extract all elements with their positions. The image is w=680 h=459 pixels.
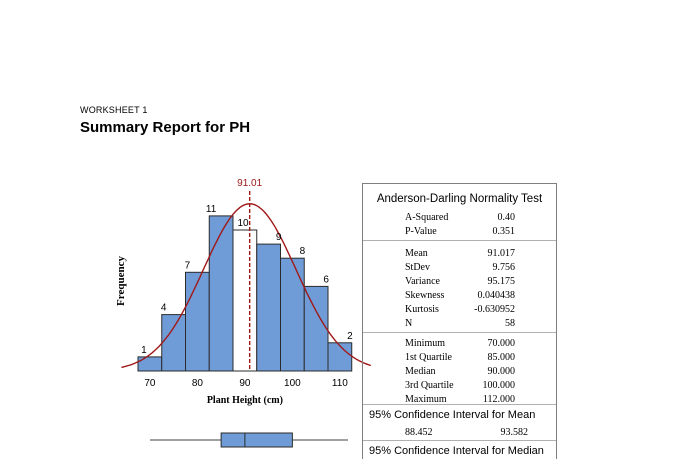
- divider: [363, 404, 556, 405]
- x-tick-label: 110: [332, 378, 348, 389]
- stat-value: 0.40: [497, 212, 516, 223]
- stat-value: 91.017: [487, 248, 516, 259]
- stat-value: 85.000: [487, 352, 516, 363]
- stat-label: Minimum: [405, 338, 446, 349]
- stat-label: Skewness: [405, 290, 445, 301]
- stat-value: 0.040438: [477, 290, 516, 301]
- stat-label: P-Value: [405, 226, 437, 237]
- ci-median-title: 95% Confidence Interval for Median: [369, 445, 544, 457]
- stat-value: -0.630952: [474, 304, 515, 315]
- stat-label: Mean: [405, 248, 428, 259]
- histogram-bar: [161, 314, 186, 372]
- normal-curve: [121, 203, 372, 369]
- ci-mean-high: 93.582: [500, 427, 529, 438]
- divider: [363, 240, 556, 241]
- bar-count-label: 2: [347, 331, 353, 342]
- stat-label: Kurtosis: [405, 304, 439, 315]
- stat-label: 1st Quartile: [405, 352, 452, 363]
- ci-mean-low: 88.452: [405, 427, 433, 438]
- bar-count-label: 11: [206, 204, 217, 215]
- bar-count-label: 9: [276, 232, 282, 243]
- x-tick-label: 90: [239, 378, 251, 389]
- stat-label: Variance: [405, 276, 440, 287]
- histogram-bar: [256, 243, 281, 372]
- histogram-bar: [137, 356, 163, 372]
- stat-label: N: [405, 318, 413, 329]
- bar-count-label: 6: [323, 274, 329, 285]
- mean-label: 91.01: [237, 178, 262, 189]
- stat-value: 95.175: [487, 276, 516, 287]
- histogram-bar: [185, 271, 210, 372]
- bar-count-label: 7: [185, 260, 191, 271]
- stat-value: 90.000: [487, 366, 516, 377]
- stat-label: Maximum: [405, 394, 447, 405]
- x-tick-label: 100: [284, 378, 301, 389]
- histogram-bar: [208, 215, 234, 372]
- worksheet-label: WORKSHEET 1: [80, 105, 148, 115]
- stat-value: 70.000: [487, 338, 516, 349]
- boxplot-box: [220, 432, 293, 448]
- histogram-bar: [303, 285, 329, 372]
- stat-value: 100.000: [482, 380, 516, 391]
- stat-value: 58: [505, 318, 515, 329]
- divider: [363, 440, 556, 441]
- x-tick-label: 70: [144, 378, 156, 389]
- histogram-bar: [280, 257, 305, 372]
- stat-value: 112.000: [482, 394, 515, 405]
- stat-value: 0.351: [492, 226, 516, 237]
- ci-mean-title: 95% Confidence Interval for Mean: [369, 409, 536, 421]
- stat-value: 9.756: [492, 262, 516, 273]
- stat-label: Median: [405, 366, 436, 377]
- summary-statistics-panel: Anderson-Darling Normality Test A-Square…: [362, 183, 557, 459]
- histogram-bar: [327, 342, 353, 372]
- x-tick-label: 80: [192, 378, 204, 389]
- bar-count-label: 8: [300, 246, 306, 257]
- bar-count-label: 4: [161, 303, 167, 314]
- stat-label: A-Squared: [405, 212, 449, 223]
- x-axis-title: Plant Height (cm): [207, 395, 283, 406]
- y-axis-title: Frequency: [115, 256, 127, 306]
- ad-test-title: Anderson-Darling Normality Test: [376, 193, 543, 205]
- stat-label: StDev: [405, 262, 430, 273]
- histogram-bar: [232, 229, 258, 372]
- bar-count-label: 10: [237, 218, 249, 229]
- stat-label: 3rd Quartile: [405, 380, 454, 391]
- bar-count-label: 1: [141, 345, 147, 356]
- report-title: Summary Report for PH: [80, 119, 251, 136]
- divider: [363, 332, 556, 333]
